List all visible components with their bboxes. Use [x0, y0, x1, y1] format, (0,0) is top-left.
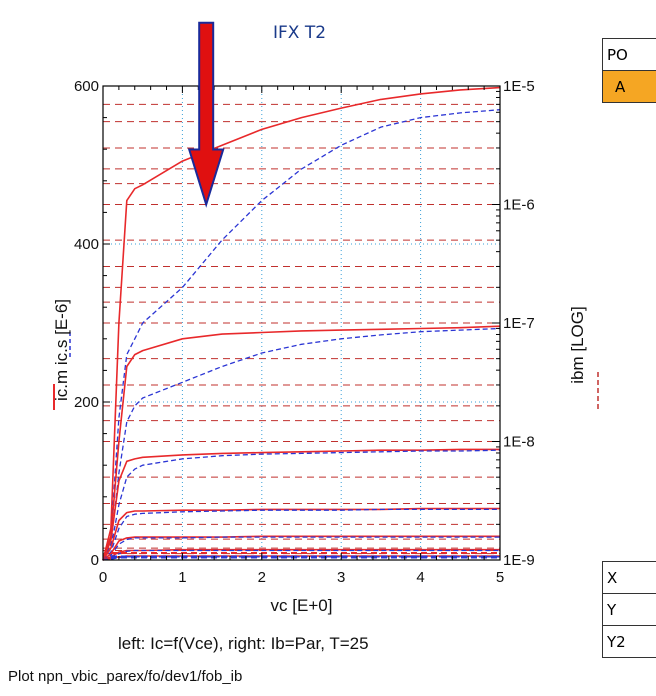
- series-line-ic-s: [102, 536, 500, 561]
- series-line-ic-m: [102, 535, 500, 561]
- chart-subtitle: left: Ic=f(Vce), right: Ib=Par, T=25: [118, 634, 369, 653]
- y-tick-label: 400: [74, 236, 99, 253]
- y-tick-label: 600: [74, 78, 99, 95]
- series-layer: [102, 86, 501, 561]
- axis-row-x[interactable]: X: [602, 561, 656, 594]
- axis-table: X Y Y2: [602, 561, 656, 658]
- annotation-arrow: [187, 21, 225, 208]
- series-line-ic-m: [102, 86, 501, 561]
- params-table: PO A: [602, 38, 656, 103]
- series-line-ic-s: [102, 449, 501, 561]
- series-line-ic-m: [102, 548, 500, 561]
- x-tick-label: 1: [178, 569, 186, 586]
- series-line-ic-m: [102, 325, 501, 561]
- y2-tick-label: 1E-6: [503, 197, 535, 214]
- series-line-ic-s: [102, 508, 500, 561]
- x-tick-label: 4: [416, 569, 424, 586]
- y2-tick-label: 1E-9: [503, 552, 535, 569]
- params-header-cell: PO: [602, 38, 656, 71]
- series-line-ic-s: [102, 327, 501, 561]
- x-tick-label: 2: [258, 569, 266, 586]
- series-line-ic-s: [102, 109, 501, 561]
- axes-layer: 0 1 2 3 4 5 0 200 400 600 1E-9 1E-8 1E-7 1E-6 1E-5: [53, 78, 599, 586]
- y-tick-label: 200: [74, 394, 99, 411]
- arrow-layer: [187, 21, 225, 208]
- params-selected-cell[interactable]: A: [602, 70, 656, 103]
- x-tick-label: 3: [337, 569, 345, 586]
- x-axis-label: vc [E+0]: [270, 596, 333, 615]
- chart-annotation: IFX T2: [273, 23, 327, 43]
- axis-row-y2[interactable]: Y2: [602, 625, 656, 658]
- y2-tick-label: 1E-5: [503, 78, 535, 95]
- y-tick-label: 0: [91, 552, 99, 569]
- axis-row-y[interactable]: Y: [602, 593, 656, 626]
- y2-tick-label: 1E-8: [503, 434, 535, 451]
- series-line-ic-m: [102, 448, 500, 561]
- source-note: Plot npn_vbic_parex/fo/dev1/fob_ib: [8, 668, 243, 685]
- y-axis-left-label: ic.m ic.s [E-6]: [52, 298, 71, 402]
- y-axis-right-label: ibm [LOG]: [568, 306, 587, 384]
- y2-tick-label: 1E-7: [503, 315, 535, 332]
- x-tick-label: 5: [496, 569, 504, 586]
- x-tick-label: 0: [99, 569, 107, 586]
